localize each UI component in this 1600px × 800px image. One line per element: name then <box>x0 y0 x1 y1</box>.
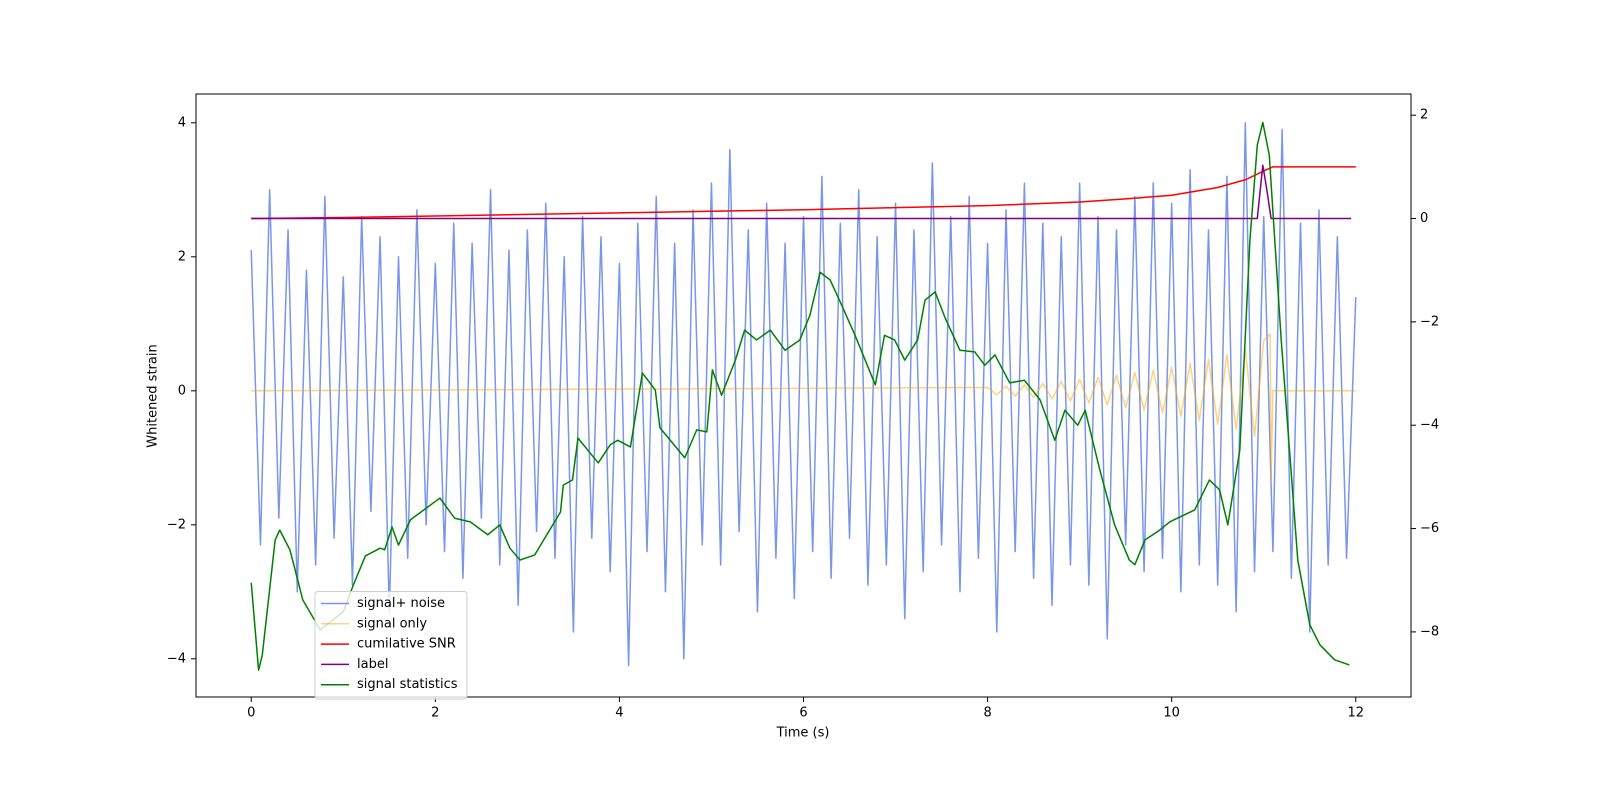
legend-label: signal+ noise <box>357 596 445 611</box>
y-tick-label: −2 <box>167 517 186 532</box>
legend-label: label <box>357 657 388 672</box>
y2-tick-label: −2 <box>1420 314 1439 329</box>
y2-tick-label: −6 <box>1420 521 1439 536</box>
legend: signal+ noise signal only cumilative SNR la… <box>314 591 468 700</box>
x-tick-label: 2 <box>431 706 439 721</box>
legend-label: cumilative SNR <box>357 637 456 652</box>
y-tick-label: 4 <box>178 115 186 130</box>
series-line <box>251 166 1356 220</box>
x-tick-label: 12 <box>1347 706 1364 721</box>
y-tick-label: 0 <box>178 383 186 398</box>
y-tick-label: 2 <box>178 249 186 264</box>
series-line <box>250 122 1357 667</box>
series-line <box>250 121 1350 671</box>
x-tick-label: 0 <box>247 706 255 721</box>
legend-box <box>314 591 468 700</box>
x-tick-label: 4 <box>615 706 623 721</box>
y2-tick-label: 0 <box>1420 211 1428 226</box>
x-axis-label: Time (s) <box>776 726 830 741</box>
y2-tick-label: −8 <box>1420 624 1439 639</box>
series-line <box>251 164 1352 220</box>
legend-label: signal statistics <box>357 677 458 692</box>
y2-tick-label: −4 <box>1420 418 1439 433</box>
x-tick-label: 10 <box>1163 706 1180 721</box>
x-tick-label: 8 <box>983 706 991 721</box>
y2-tick-label: 2 <box>1420 108 1428 123</box>
y-tick-label: −4 <box>167 651 186 666</box>
legend-label: signal only <box>357 616 427 631</box>
y-axis-label: Whitened strain <box>146 344 161 447</box>
series-line <box>251 333 1356 483</box>
x-tick-label: 6 <box>799 706 807 721</box>
